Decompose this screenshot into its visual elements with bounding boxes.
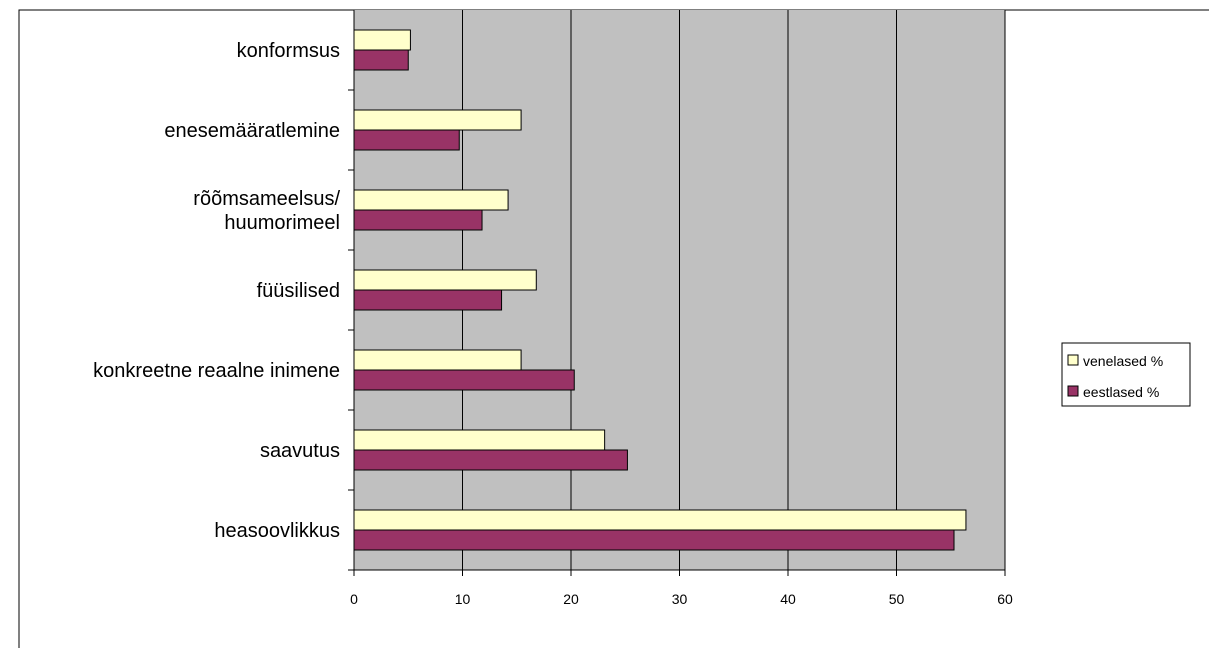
x-tick-label: 10 — [455, 591, 471, 607]
bar-venelased — [353, 429, 606, 451]
bar-venelased — [353, 29, 411, 51]
bar-eestlased — [353, 449, 628, 471]
x-tick-labels: 0 10 20 30 40 50 60 — [350, 591, 1013, 607]
legend: venelased % eestlased % — [1061, 342, 1191, 407]
category-label: rõõmsameelsus/huumorimeel — [193, 188, 340, 234]
bar-venelased — [353, 189, 509, 211]
legend-label-venelased: venelased % — [1083, 353, 1163, 369]
category-label: enesemääratlemine — [164, 120, 340, 142]
x-tick-label: 30 — [672, 591, 688, 607]
x-tick-label: 50 — [889, 591, 905, 607]
category-label: saavutus — [260, 440, 340, 462]
gridlines — [462, 10, 1006, 570]
legend-swatch-venelased — [1067, 354, 1079, 366]
category-label: konformsus — [237, 40, 340, 62]
x-tick-label: 40 — [780, 591, 796, 607]
bar-eestlased — [353, 289, 503, 311]
category-label: füüsilised — [257, 280, 340, 302]
bar-venelased — [353, 269, 537, 291]
x-tick-label: 60 — [997, 591, 1013, 607]
bar-venelased — [353, 509, 967, 531]
bar-venelased — [353, 109, 522, 131]
category-label: konkreetne reaalne inimene — [93, 360, 340, 382]
bar-venelased — [353, 349, 522, 371]
legend-label-eestlased: eestlased % — [1083, 384, 1159, 400]
axes — [348, 9, 1006, 576]
category-labels: konformsus enesemääratlemine rõõmsameelsus… — [93, 40, 340, 542]
bar-eestlased — [353, 209, 483, 231]
category-label: heasoovlikkus — [214, 520, 340, 542]
bars — [353, 29, 967, 551]
bar-eestlased — [353, 369, 575, 391]
x-tick-label: 20 — [563, 591, 579, 607]
legend-swatch-eestlased — [1067, 385, 1079, 397]
bar-eestlased — [353, 529, 955, 551]
bar-eestlased — [353, 129, 460, 151]
legend-box — [1061, 342, 1191, 407]
x-tick-label: 0 — [350, 591, 358, 607]
bar-eestlased — [353, 49, 409, 71]
